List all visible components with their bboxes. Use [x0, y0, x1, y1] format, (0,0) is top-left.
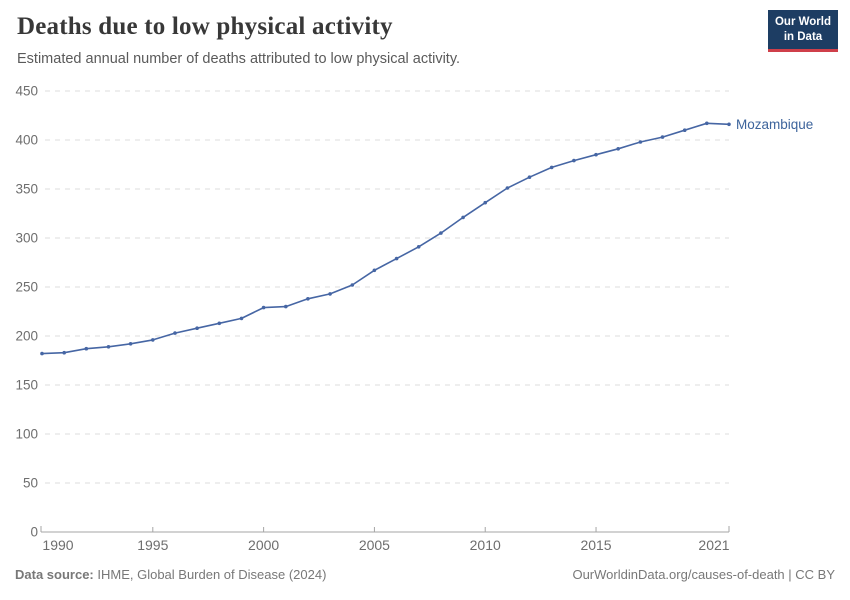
data-point-1990[interactable]: [40, 351, 44, 356]
data-point-2015[interactable]: [594, 152, 598, 157]
entity-label-mozambique[interactable]: Mozambique: [736, 117, 813, 132]
data-point-2000[interactable]: [261, 305, 266, 310]
data-point-1998[interactable]: [217, 321, 222, 326]
data-point-2021[interactable]: [727, 122, 731, 127]
data-point-2017[interactable]: [638, 140, 643, 144]
chart-footer: Data source: IHME, Global Burden of Dise…: [15, 567, 835, 582]
data-source-text: IHME, Global Burden of Disease (2024): [93, 567, 327, 582]
data-point-2019[interactable]: [682, 128, 687, 132]
y-axis-label-100: 100: [15, 427, 38, 442]
y-axis-label-450: 450: [15, 84, 38, 99]
owid-logo[interactable]: Our World in Data: [768, 10, 838, 52]
line-chart: 0 50 100 150 200 250 300 350 400 450 1990 1995 2000 2…: [15, 84, 813, 554]
y-axis-label-350: 350: [15, 182, 38, 197]
y-axis-label-50: 50: [23, 476, 38, 491]
data-source-note: Data source: IHME, Global Burden of Dise…: [15, 567, 326, 582]
data-point-2020[interactable]: [705, 121, 709, 126]
data-point-2002[interactable]: [306, 297, 310, 301]
y-axis-label-400: 400: [15, 133, 38, 148]
y-axis-label-150: 150: [15, 378, 38, 393]
y-axis-label-300: 300: [15, 231, 38, 246]
x-axis-label-2021: 2021: [698, 537, 729, 553]
data-point-2003[interactable]: [328, 292, 332, 296]
x-axis-label-2000: 2000: [248, 537, 279, 553]
data-source-label: Data source:: [15, 567, 94, 582]
series-line-mozambique[interactable]: [41, 122, 730, 355]
data-point-2014[interactable]: [572, 158, 576, 163]
data-point-1999[interactable]: [239, 316, 244, 321]
data-point-2007[interactable]: [416, 245, 421, 249]
data-point-2018[interactable]: [660, 135, 665, 139]
x-axis-label-1990: 1990: [42, 537, 73, 553]
data-point-2004[interactable]: [350, 283, 355, 287]
data-point-2012[interactable]: [527, 175, 532, 179]
x-axis-label-2015: 2015: [580, 537, 611, 553]
y-axis-label-200: 200: [15, 329, 38, 344]
data-point-2011[interactable]: [505, 186, 510, 190]
data-point-2010[interactable]: [483, 200, 488, 205]
page-subtitle: Estimated annual number of deaths attrib…: [17, 51, 461, 67]
data-point-2009[interactable]: [461, 215, 465, 220]
data-point-2013[interactable]: [549, 165, 554, 170]
data-point-2006[interactable]: [394, 256, 399, 261]
data-point-1991[interactable]: [62, 350, 66, 355]
data-point-2008[interactable]: [439, 231, 443, 235]
y-axis-label-0: 0: [30, 525, 38, 540]
data-point-1994[interactable]: [128, 342, 133, 346]
data-point-1996[interactable]: [173, 331, 177, 335]
data-point-1997[interactable]: [195, 326, 199, 330]
page-title: Deaths due to low physical activity: [17, 13, 393, 40]
x-axis-label-1995: 1995: [137, 537, 168, 553]
data-point-1995[interactable]: [151, 338, 155, 342]
data-point-1992[interactable]: [84, 346, 89, 351]
data-point-2005[interactable]: [372, 268, 377, 273]
data-point-2016[interactable]: [616, 147, 620, 151]
data-point-2001[interactable]: [284, 304, 288, 309]
owid-logo-line1: Our World: [774, 16, 831, 28]
data-point-1993[interactable]: [106, 345, 111, 349]
owid-logo-line2: in Data: [783, 30, 823, 43]
credit-link[interactable]: OurWorldinData.org/causes-of-death | CC …: [572, 567, 835, 582]
x-axis-label-2005: 2005: [359, 537, 390, 553]
x-axis-label-2010: 2010: [470, 537, 501, 553]
y-axis-label-250: 250: [15, 280, 38, 295]
